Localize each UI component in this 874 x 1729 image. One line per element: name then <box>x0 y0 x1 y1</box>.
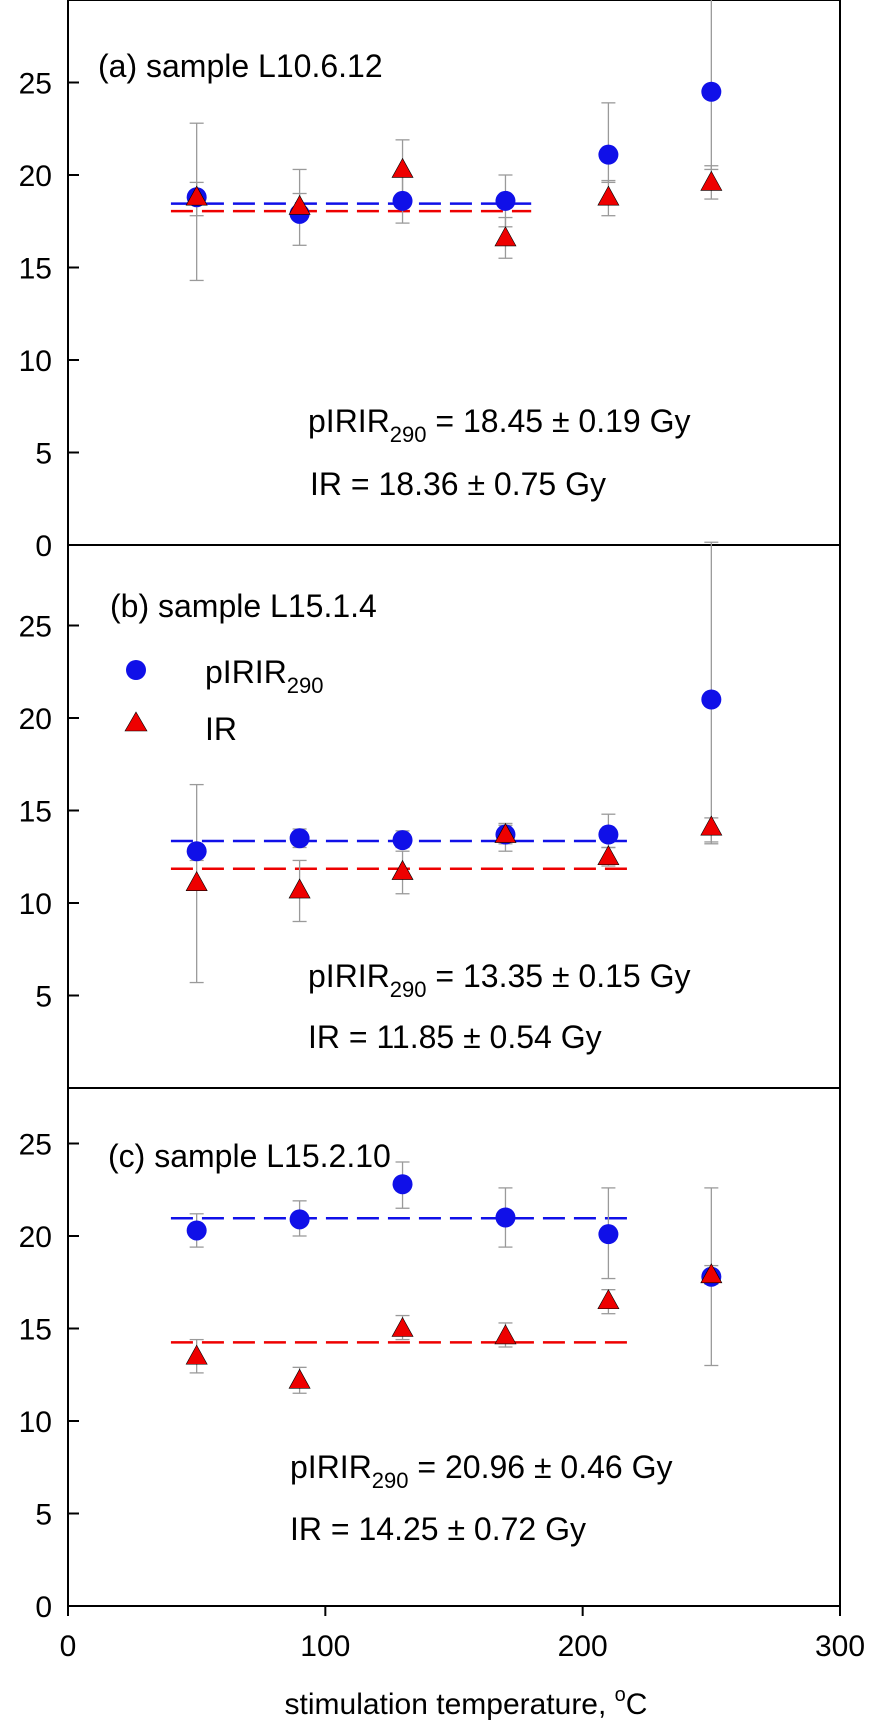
panel-c-title: (c) sample L15.2.10 <box>108 1138 391 1174</box>
panel-c-frame <box>67 1087 841 1607</box>
panel-c-ir-point-210 <box>597 1289 620 1310</box>
panel-b-pirir-point-50 <box>186 841 207 862</box>
panel-a-pirir-point-210 <box>598 144 619 165</box>
panel-a-ir-point-130 <box>391 157 414 178</box>
panel-c-ir-point-170 <box>494 1324 517 1345</box>
panel-a-pirir-annotation-value: = 18.45 ± 0.19 Gy <box>427 403 691 439</box>
legend-pirir-prefix: pIRIR <box>205 654 287 690</box>
panel-b-ir-point-170 <box>494 822 517 843</box>
panel-b-pirir-point-90 <box>289 828 310 849</box>
x-axis-label: stimulation temperature, oC <box>285 1684 648 1721</box>
panel-a-y-tick-label-0: 0 <box>35 530 52 563</box>
panel-c-y-tick-label-15: 15 <box>19 1314 52 1347</box>
panel-b-y-axis: 5 10 15 20 25 <box>19 611 79 1014</box>
panel-c-ir-point-90 <box>288 1368 311 1389</box>
panel-c-markers <box>185 1174 723 1389</box>
panel-a-ir-point-210 <box>597 185 620 206</box>
legend: pIRIR290 IR <box>124 654 324 747</box>
legend-ir-label: IR <box>205 711 237 747</box>
panel-b-ir-annotation: IR = 11.85 ± 0.54 Gy <box>308 1019 602 1055</box>
panel-a-fit-lines <box>170 202 532 213</box>
panel-a: 0 5 10 15 20 25 (a) sample L10.6.12 pIRIR290 … <box>19 0 841 563</box>
panel-b-ir-point-90 <box>288 878 311 899</box>
panel-a-pirir-point-170 <box>495 190 516 211</box>
panel-b-y-tick-label-20: 20 <box>19 703 52 736</box>
panel-c-pirir-point-130 <box>392 1174 413 1195</box>
panel-c-pirir-point-210 <box>598 1224 619 1245</box>
panel-b-pirir-annotation-prefix: pIRIR <box>308 958 390 994</box>
legend-pirir-subscript: 290 <box>287 673 324 698</box>
panel-b-frame <box>67 544 841 1089</box>
panel-c-y-axis: 0 5 10 15 20 25 <box>19 1129 79 1624</box>
panel-a-ir-point-250 <box>700 170 723 191</box>
panel-b-title: (b) sample L15.1.4 <box>110 588 377 624</box>
x-axis-label-unit: C <box>626 1688 648 1721</box>
panel-b-pirir-annotation: pIRIR290 = 13.35 ± 0.15 Gy <box>308 958 690 1002</box>
panel-c-ir-point-250 <box>700 1263 723 1284</box>
panel-a-ir-point-170 <box>494 226 517 247</box>
panel-c-pirir-point-170 <box>495 1207 516 1228</box>
panel-b-ir-point-130 <box>391 859 414 880</box>
panel-b-ir-point-250 <box>700 815 723 836</box>
panel-c-y-tick-label-0: 0 <box>35 1591 52 1624</box>
panel-b-y-tick-label-10: 10 <box>19 888 52 921</box>
panel-c-ir-point-50 <box>185 1344 208 1365</box>
panel-c-fit-lines <box>170 1216 635 1344</box>
panel-c-pirir-annotation: pIRIR290 = 20.96 ± 0.46 Gy <box>290 1449 672 1493</box>
panel-c-pirir-point-50 <box>186 1220 207 1241</box>
panel-c-y-tick-label-5: 5 <box>35 1499 52 1532</box>
panel-a-ir-point-50 <box>185 185 208 206</box>
x-axis-label-main: stimulation temperature, <box>285 1688 615 1721</box>
panel-c-y-tick-label-20: 20 <box>19 1221 52 1254</box>
panel-a-y-tick-label-15: 15 <box>19 253 52 286</box>
panel-b-ir-point-210 <box>597 845 620 866</box>
panel-b-markers <box>185 689 723 899</box>
panel-a-pirir-annotation-prefix: pIRIR <box>308 403 390 439</box>
panel-c-pirir-annotation-value: = 20.96 ± 0.46 Gy <box>409 1449 673 1485</box>
panel-a-y-tick-label-20: 20 <box>19 160 52 193</box>
panel-a-y-tick-label-10: 10 <box>19 345 52 378</box>
panel-c-pirir-annotation-subscript: 290 <box>372 1468 409 1493</box>
panel-a-error-bars <box>189 0 719 282</box>
panel-c: 0 5 10 15 20 25 0 100 200 300 (c) sample L15.2.1… <box>19 1087 865 1721</box>
x-tick-label-0: 0 <box>60 1630 77 1663</box>
panel-b-y-tick-label-15: 15 <box>19 796 52 829</box>
x-tick-label-300: 300 <box>815 1630 865 1663</box>
panel-b-pirir-point-130 <box>392 830 413 851</box>
panel-a-pirir-point-250 <box>701 81 722 102</box>
panel-a-y-tick-label-5: 5 <box>35 438 52 471</box>
legend-pirir-label: pIRIR290 <box>205 654 324 698</box>
panel-c-ir-point-130 <box>391 1316 414 1337</box>
panel-a-ir-annotation: IR = 18.36 ± 0.75 Gy <box>310 466 606 502</box>
panel-b-y-tick-label-5: 5 <box>35 981 52 1014</box>
legend-ir-marker <box>124 711 148 732</box>
panel-c-ir-annotation: IR = 14.25 ± 0.72 Gy <box>290 1511 586 1547</box>
panel-a-pirir-annotation: pIRIR290 = 18.45 ± 0.19 Gy <box>308 403 690 447</box>
panel-c-y-tick-label-25: 25 <box>19 1129 52 1162</box>
panel-b-pirir-annotation-value: = 13.35 ± 0.15 Gy <box>427 958 691 994</box>
panel-b-ir-point-50 <box>185 871 208 891</box>
x-axis-label-degree: o <box>615 1684 626 1706</box>
panel-c-pirir-annotation-prefix: pIRIR <box>290 1449 372 1485</box>
panel-b-pirir-point-250 <box>701 689 722 710</box>
x-axis: 0 100 200 300 <box>60 1606 865 1663</box>
panel-a-y-tick-label-25: 25 <box>19 68 52 101</box>
panel-a-ir-point-90 <box>288 194 311 215</box>
panel-a-y-axis: 0 5 10 15 20 25 <box>19 68 79 563</box>
panel-a-title: (a) sample L10.6.12 <box>98 48 383 84</box>
panel-a-pirir-annotation-subscript: 290 <box>390 422 427 447</box>
panel-b-y-tick-label-25: 25 <box>19 611 52 644</box>
panel-c-y-tick-label-10: 10 <box>19 1406 52 1439</box>
panel-b-pirir-point-210 <box>598 824 619 845</box>
legend-pirir-marker <box>126 660 146 680</box>
panel-b-pirir-annotation-subscript: 290 <box>390 977 427 1002</box>
x-tick-label-200: 200 <box>558 1630 608 1663</box>
x-tick-label-100: 100 <box>300 1630 350 1663</box>
panel-a-pirir-point-130 <box>392 190 413 211</box>
panel-c-pirir-point-90 <box>289 1209 310 1230</box>
panel-a-markers <box>185 81 723 247</box>
panel-c-error-bars <box>189 1161 719 1394</box>
